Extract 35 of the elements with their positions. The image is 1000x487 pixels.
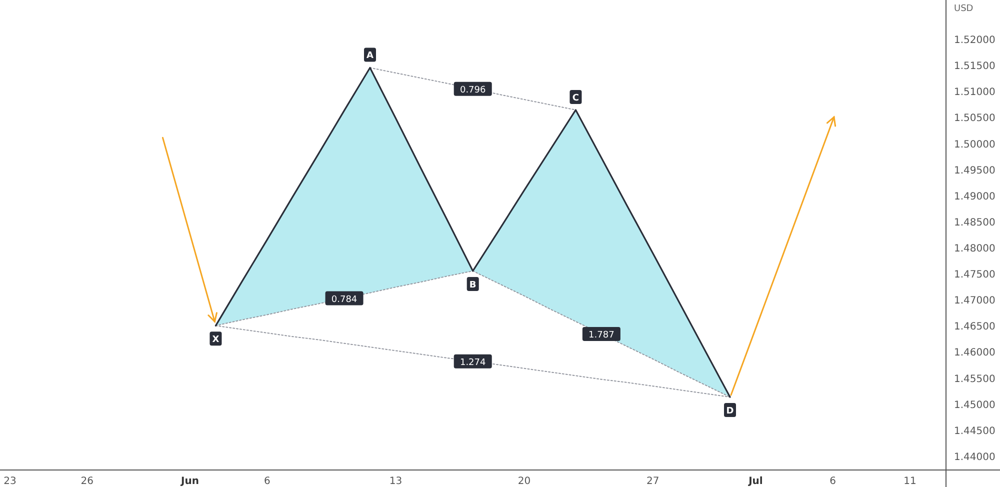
y-tick-label: 1.45000 xyxy=(954,400,996,411)
y-axis-title: USD xyxy=(954,4,974,14)
y-tick-label: 1.45500 xyxy=(954,374,996,385)
y-tick-label: 1.47000 xyxy=(954,296,996,307)
line-series xyxy=(370,67,576,110)
y-tick-label: 1.51000 xyxy=(954,87,996,98)
annotation: B xyxy=(469,280,476,290)
y-tick-label: 1.49500 xyxy=(954,165,996,176)
annotation: D xyxy=(726,406,734,417)
y-tick-label: 1.50500 xyxy=(954,113,996,124)
y-tick-label: 1.46000 xyxy=(954,348,996,359)
x-tick-label: 6 xyxy=(264,476,270,487)
x-tick-label: 11 xyxy=(904,476,916,487)
x-tick-label: 13 xyxy=(389,476,402,487)
x-tick-label: 20 xyxy=(518,476,531,487)
annotation: A xyxy=(366,51,374,62)
y-tick-label: 1.46500 xyxy=(954,322,996,333)
y-tick-label: 1.51500 xyxy=(954,61,996,72)
y-tick-label: 1.44500 xyxy=(954,426,996,437)
line-series xyxy=(214,66,731,398)
x-tick-label: 6 xyxy=(830,476,836,487)
y-tick-label: 1.44000 xyxy=(954,452,996,463)
annotation: C xyxy=(572,93,580,104)
x-tick-label: Jul xyxy=(748,476,763,487)
x-tick-label: 27 xyxy=(646,476,660,487)
y-tick-label: 1.52000 xyxy=(954,35,996,46)
x-tick-label: 26 xyxy=(80,476,94,487)
y-tick-label: 1.47500 xyxy=(954,270,996,281)
y-tick-label: 1.49000 xyxy=(954,191,996,202)
y-tick-label: 1.48000 xyxy=(954,244,996,255)
y-tick-label: 1.50000 xyxy=(954,139,996,150)
y-tick-label: 1.48500 xyxy=(954,217,996,228)
annotation: X xyxy=(212,335,220,346)
x-tick-label: Jun xyxy=(180,476,199,487)
x-tick-label: 23 xyxy=(4,476,16,487)
